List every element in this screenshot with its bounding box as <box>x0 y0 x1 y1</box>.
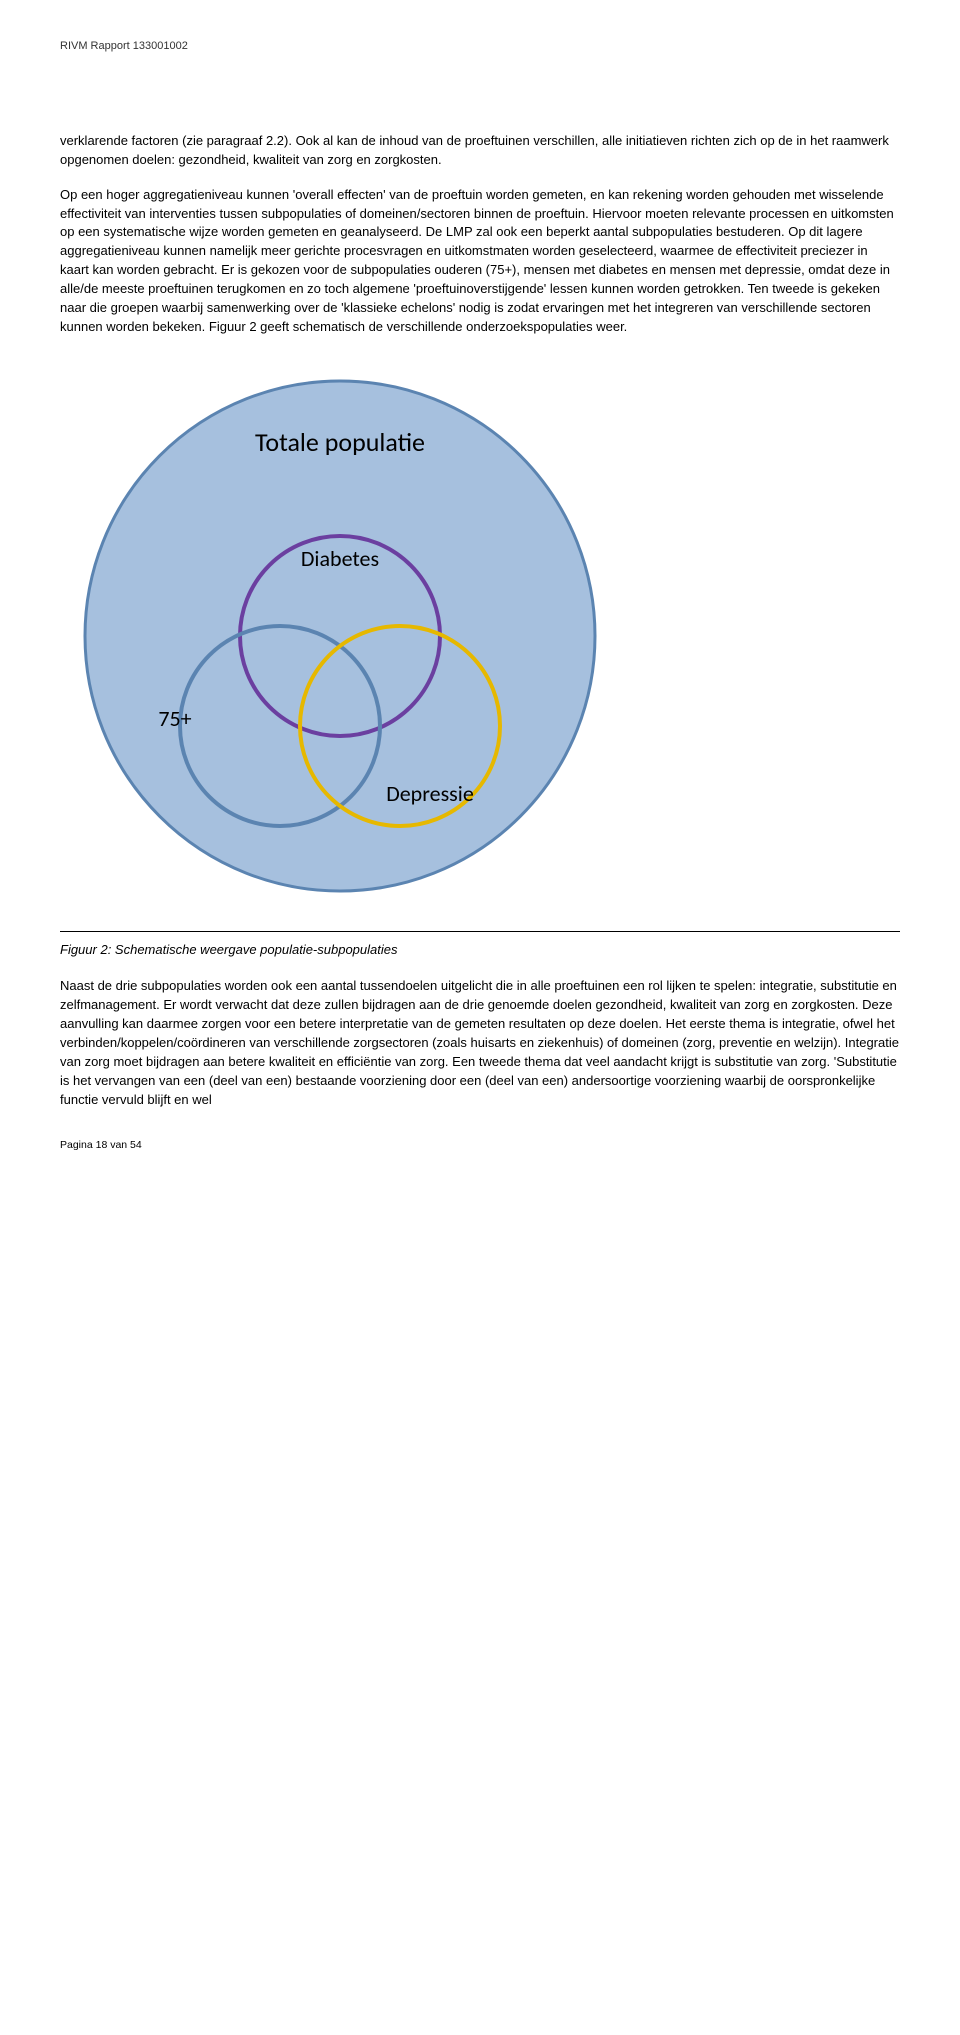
outer-circle-label: Totale populatie <box>255 426 425 458</box>
paragraph-1: verklarende factoren (zie paragraaf 2.2)… <box>60 132 900 170</box>
venn-diagram: Totale populatie Diabetes 75+ Depressie <box>60 356 620 916</box>
figure-divider <box>60 931 900 932</box>
venn-label-elderly: 75+ <box>158 705 191 732</box>
figure-caption: Figuur 2: Schematische weergave populati… <box>60 942 900 957</box>
venn-label-depressie: Depressie <box>386 780 474 807</box>
venn-label-diabetes: Diabetes <box>301 545 379 572</box>
report-header: RIVM Rapport 133001002 <box>60 40 900 52</box>
paragraph-2: Op een hoger aggregatieniveau kunnen 'ov… <box>60 186 900 337</box>
paragraph-3: Naast de drie subpopulaties worden ook e… <box>60 977 900 1109</box>
figure-2-container: Totale populatie Diabetes 75+ Depressie <box>60 356 900 921</box>
page-footer: Pagina 18 van 54 <box>60 1139 900 1151</box>
